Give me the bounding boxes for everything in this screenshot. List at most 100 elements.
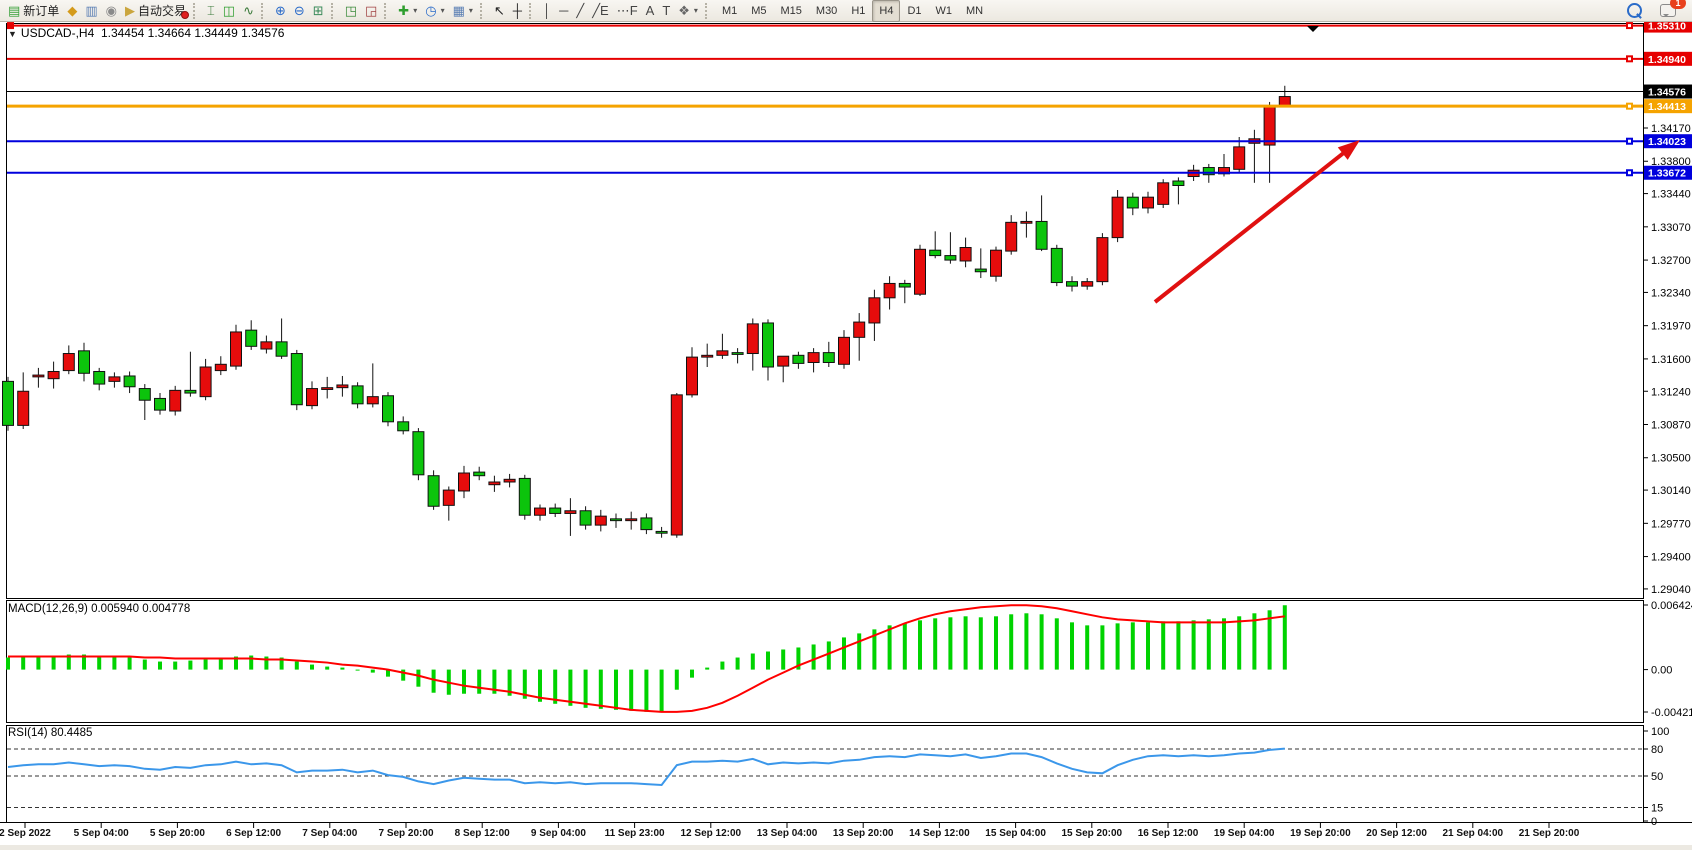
price-line-1.35310[interactable]: 1.35310 <box>7 22 1692 33</box>
tile-windows-button[interactable]: ⊞ <box>309 0 328 22</box>
dropdown-caret-icon[interactable]: ▾ <box>468 6 473 15</box>
macd-plot: 0.006424 0.00 -0.004217 <box>6 600 1692 719</box>
templates-button[interactable]: ▦ ▾ <box>449 0 477 22</box>
broadcast-icon: ◉ <box>105 3 117 18</box>
time-axis-label: 15 Sep 20:00 <box>1061 828 1123 839</box>
svg-text:100: 100 <box>1651 726 1669 738</box>
dropdown-caret-icon[interactable]: ▾ <box>693 6 698 15</box>
timeframe-button-m15[interactable]: M15 <box>780 4 802 17</box>
timeframe-button-m30[interactable]: M30 <box>815 4 838 17</box>
timeframe-button-m1[interactable]: M1 <box>721 4 738 17</box>
toolbar-separator <box>529 2 536 19</box>
chart-dropdown-icon[interactable]: ▼ <box>8 29 17 39</box>
price-line-1.34940[interactable]: 1.34940 <box>7 51 1692 66</box>
time-axis-label: 16 Sep 12:00 <box>1137 828 1199 839</box>
text-icon: A <box>645 3 655 18</box>
cursor-button[interactable]: ↖ <box>490 0 509 22</box>
line-chart-button[interactable]: ∿ <box>239 0 258 22</box>
timeframe-button-m5[interactable]: M5 <box>751 4 767 17</box>
tile-windows-icon: ⊞ <box>312 3 324 18</box>
fibonacci-icon: ⋯F <box>616 3 638 18</box>
time-axis-label: 7 Sep 20:00 <box>378 828 434 839</box>
metaeditor-icon: ◆ <box>67 3 78 18</box>
text-label-icon: T <box>662 3 671 18</box>
macd-panel[interactable] <box>6 600 1644 723</box>
svg-text:1.33070: 1.33070 <box>1651 222 1691 234</box>
shapes-button[interactable]: ❖ ▾ <box>674 0 702 22</box>
signals-button[interactable]: ◉ <box>102 0 121 22</box>
auto-scroll-button[interactable]: ◳ <box>341 0 361 22</box>
svg-text:1.34576: 1.34576 <box>1648 87 1686 99</box>
time-axis-label: 8 Sep 12:00 <box>454 828 510 839</box>
time-axis-label: 19 Sep 04:00 <box>1213 828 1275 839</box>
toolbar-separator <box>384 2 391 19</box>
search-icon <box>1627 3 1642 18</box>
time-axis-label: 20 Sep 12:00 <box>1366 828 1427 839</box>
options-button[interactable]: ▥ <box>81 0 101 22</box>
price-line-1.33672[interactable]: 1.33672 <box>7 165 1692 180</box>
new-order-icon: ▤ <box>8 3 21 18</box>
svg-text:1.33440: 1.33440 <box>1651 189 1691 201</box>
macd-signal-line <box>8 604 1285 713</box>
search-button[interactable] <box>1623 0 1646 22</box>
zoom-out-button[interactable]: ⊖ <box>290 0 309 22</box>
timeframe-button-h1[interactable]: H1 <box>851 4 866 17</box>
svg-text:15: 15 <box>1651 803 1663 815</box>
svg-text:1.32700: 1.32700 <box>1651 255 1691 267</box>
candlesticks <box>2 85 1291 538</box>
notifications-button[interactable]: 1 <box>1656 0 1686 22</box>
svg-text:1.34940: 1.34940 <box>1648 54 1686 66</box>
channel-button[interactable]: ╱E <box>588 0 613 22</box>
vertical-line-button[interactable]: │ <box>539 0 555 22</box>
auto-scroll-icon: ◳ <box>344 3 357 18</box>
timeframe-button-h4[interactable]: H4 <box>872 0 901 22</box>
price-line-1.34023[interactable]: 1.34023 <box>7 134 1692 149</box>
timeframe-button-mn[interactable]: MN <box>966 4 984 17</box>
label-button[interactable]: T <box>658 0 674 22</box>
time-axis-label: 5 Sep 04:00 <box>73 828 129 839</box>
metaeditor-button[interactable]: ◆ <box>63 0 81 22</box>
time-axis-label: 9 Sep 04:00 <box>530 828 586 839</box>
add-indicator-icon: ✚ <box>398 3 410 18</box>
time-axis-label: 5 Sep 20:00 <box>149 828 205 839</box>
chart-shift-button[interactable]: ◲ <box>361 0 381 22</box>
time-axis-label: 21 Sep 20:00 <box>1518 828 1580 839</box>
candlestick-icon: ◫ <box>222 3 236 18</box>
svg-text:1.32340: 1.32340 <box>1651 287 1691 299</box>
channel-icon: ╱E <box>592 3 609 18</box>
time-axis-label: 19 Sep 20:00 <box>1290 828 1351 839</box>
svg-text:50: 50 <box>1651 771 1663 783</box>
bar-chart-button[interactable]: ⌶ <box>203 0 219 22</box>
horizontal-line-button[interactable]: ─ <box>555 0 572 22</box>
svg-text:1.30500: 1.30500 <box>1651 453 1691 465</box>
dropdown-caret-icon[interactable]: ▾ <box>413 6 418 15</box>
trendline-icon: ╱ <box>576 3 585 18</box>
dropdown-caret-icon[interactable]: ▾ <box>440 6 445 15</box>
toolbar-separator <box>704 2 712 19</box>
text-button[interactable]: A <box>642 0 659 22</box>
timeframe-button-d1[interactable]: D1 <box>907 4 922 17</box>
zoom-in-button[interactable]: ⊕ <box>271 0 290 22</box>
crosshair-button[interactable]: ┼ <box>509 0 526 22</box>
bar-chart-icon: ⌶ <box>206 3 215 18</box>
rsi-panel[interactable] <box>6 725 1644 823</box>
fibonacci-button[interactable]: ⋯F <box>613 0 642 22</box>
periods-button[interactable]: ◷ ▾ <box>421 0 448 22</box>
rsi-line <box>7 747 1285 787</box>
svg-text:1.29040: 1.29040 <box>1651 584 1691 596</box>
time-axis-label: 15 Sep 04:00 <box>985 828 1046 839</box>
price-panel[interactable] <box>6 23 1644 599</box>
new-order-button[interactable]: ▤ 新订单 <box>4 0 63 22</box>
timeframe-button-w1[interactable]: W1 <box>935 4 953 17</box>
svg-text:1.35310: 1.35310 <box>1648 22 1686 33</box>
trend-arrow-annotation[interactable] <box>1153 140 1360 304</box>
cursor-icon: ↖ <box>493 3 505 18</box>
price-line-1.34413[interactable]: 1.34413 <box>7 99 1692 114</box>
auto-trading-button[interactable]: ▶ 自动交易 <box>121 0 190 22</box>
indicators-button[interactable]: ✚ ▾ <box>394 0 421 22</box>
trendline-button[interactable]: ╱ <box>572 0 588 22</box>
price-axis: 1.34170 1.33800 1.33440 1.33070 1.32700 1.323… <box>1643 123 1691 596</box>
chart-surface[interactable]: 1.34170 1.33800 1.33440 1.33070 1.32700 1.323… <box>0 22 1692 850</box>
toolbar: ▤ 新订单 ◆ ▥ ◉ ▶ 自动交易 ⌶ ◫ ∿ ⊕ ⊖ ⊞ ◳ ◲ ✚ ▾ ◷ ▾ ▦ ▾ ↖ ┼ │ ─ ╱ ╱E ⋯F A T ❖ ▾ M… <box>0 0 1692 22</box>
candlestick-chart-button[interactable]: ◫ <box>219 0 239 22</box>
